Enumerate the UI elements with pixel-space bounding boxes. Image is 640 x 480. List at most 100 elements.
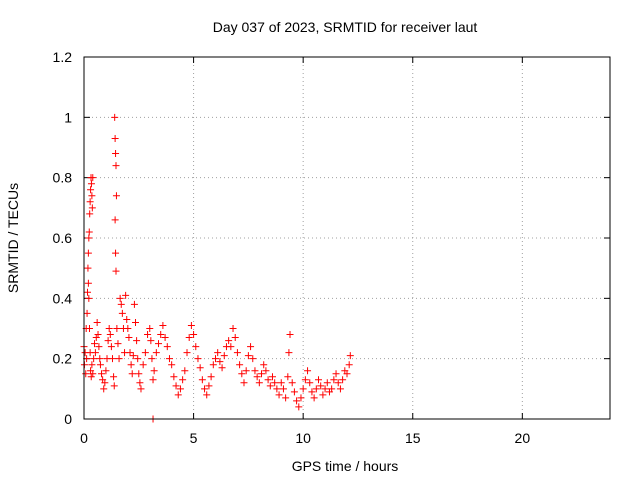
- data-point: [187, 321, 195, 329]
- data-point: [86, 198, 94, 206]
- data-point: [122, 291, 130, 299]
- data-point: [216, 358, 224, 366]
- data-point: [108, 355, 116, 363]
- data-point: [260, 361, 268, 369]
- plot-frame: [83, 56, 611, 420]
- data-point: [93, 318, 101, 326]
- data-point: [159, 321, 167, 329]
- x-tick-label: 5: [190, 430, 198, 446]
- data-point: [170, 373, 178, 381]
- y-tick-label: 0.4: [53, 290, 73, 306]
- data-point: [90, 355, 98, 363]
- data-point: [346, 352, 354, 360]
- data-point: [321, 385, 329, 393]
- data-point: [144, 331, 152, 339]
- data-point: [339, 376, 347, 384]
- data-point: [84, 279, 92, 287]
- data-point: [111, 216, 119, 224]
- data-point: [98, 370, 106, 378]
- data-point: [185, 334, 193, 342]
- data-point: [290, 388, 298, 396]
- data-point: [345, 361, 353, 369]
- x-tick-label: 10: [295, 430, 311, 446]
- data-point: [125, 334, 133, 342]
- data-point: [118, 309, 126, 317]
- data-point: [124, 325, 132, 332]
- data-point: [152, 349, 160, 357]
- data-point: [110, 373, 118, 381]
- data-point: [332, 370, 340, 378]
- data-point: [107, 343, 115, 351]
- data-point: [249, 355, 257, 363]
- data-point: [285, 349, 293, 357]
- data-point: [105, 325, 113, 332]
- data-point: [207, 373, 215, 381]
- data-point: [112, 162, 120, 170]
- data-point: [262, 367, 270, 375]
- data-point: [87, 373, 95, 381]
- data-point: [101, 379, 109, 387]
- data-point: [218, 364, 226, 372]
- data-point: [275, 391, 283, 399]
- data-point: [137, 385, 145, 393]
- data-point: [244, 352, 252, 360]
- data-point: [282, 394, 290, 402]
- data-point: [130, 300, 138, 308]
- x-tick-label: 20: [515, 430, 531, 446]
- data-point: [214, 349, 222, 357]
- data-point: [236, 361, 244, 369]
- data-point: [91, 340, 99, 348]
- data-point: [136, 379, 144, 387]
- data-point: [201, 385, 209, 393]
- y-axis-label: SRMTID / TECUs: [5, 183, 21, 293]
- data-point: [253, 373, 261, 381]
- data-point: [135, 370, 143, 378]
- data-point: [116, 294, 124, 302]
- data-point: [343, 370, 351, 378]
- data-point: [203, 391, 211, 399]
- y-tick-label: 1: [64, 109, 72, 125]
- data-point: [196, 364, 204, 372]
- data-point: [310, 394, 318, 402]
- data-point: [91, 349, 99, 357]
- data-point: [84, 288, 92, 296]
- y-tick-label: 0.2: [53, 351, 73, 367]
- data-point: [89, 174, 97, 182]
- data-point: [139, 361, 147, 369]
- data-point: [168, 361, 176, 369]
- data-point: [334, 379, 342, 387]
- data-point: [330, 376, 338, 384]
- data-point: [328, 385, 336, 393]
- data-point: [304, 367, 312, 375]
- data-point: [205, 382, 213, 390]
- gridlines: [84, 57, 610, 419]
- data-point: [88, 361, 96, 369]
- data-point: [240, 379, 248, 387]
- data-point: [176, 385, 184, 393]
- data-point: [104, 337, 112, 345]
- data-point: [297, 394, 305, 402]
- data-point: [279, 385, 287, 393]
- data-point: [242, 367, 250, 375]
- data-point: [163, 343, 171, 351]
- data-point: [83, 309, 91, 317]
- x-axis-label: GPS time / hours: [292, 458, 399, 474]
- data-point: [181, 367, 189, 375]
- data-point: [299, 385, 307, 393]
- data-point: [319, 391, 327, 399]
- data-point: [255, 379, 263, 387]
- data-point: [110, 382, 118, 390]
- data-point: [127, 361, 135, 369]
- data-point: [113, 325, 121, 332]
- data-point: [238, 370, 246, 378]
- data-point: [308, 388, 316, 396]
- data-point: [117, 300, 125, 308]
- data-point: [112, 150, 120, 158]
- data-point: [95, 343, 103, 351]
- data-point: [141, 349, 149, 357]
- data-point: [134, 355, 142, 363]
- x-tick-label: 0: [80, 430, 88, 446]
- data-point: [85, 325, 93, 332]
- data-point: [148, 355, 156, 363]
- data-point: [129, 352, 137, 360]
